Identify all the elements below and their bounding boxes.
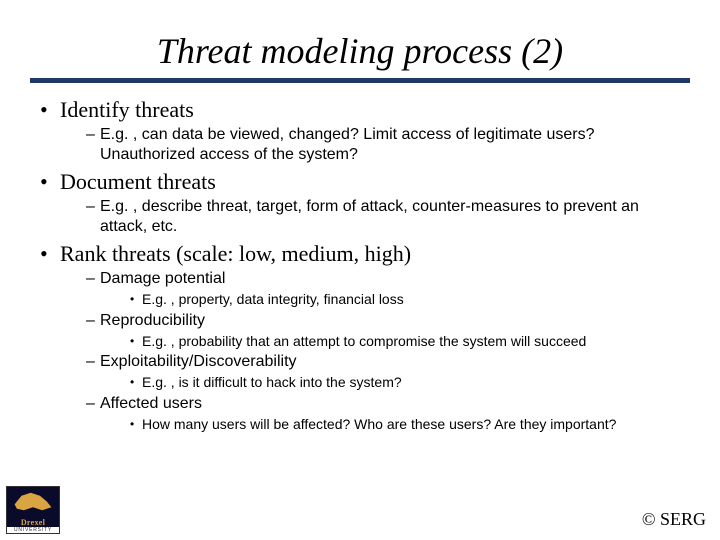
slide-container: Threat modeling process (2) Identify thr… <box>0 0 720 540</box>
subsub-exploit-eg: E.g. , is it difficult to hack into the … <box>130 374 690 392</box>
sub-damage-potential: Damage potential <box>86 269 690 289</box>
subsub-damage-eg: E.g. , property, data integrity, financi… <box>130 291 690 309</box>
content-area: Identify threats E.g. , can data be view… <box>30 97 690 433</box>
subsub-affected-eg: How many users will be affected? Who are… <box>130 416 690 434</box>
sub-affected-users: Affected users <box>86 394 690 414</box>
sub-reproducibility: Reproducibility <box>86 311 690 331</box>
bullet-document-threats: Document threats <box>40 169 690 195</box>
footer-copyright: © SERG <box>642 509 706 530</box>
slide-title: Threat modeling process (2) <box>30 30 690 72</box>
dragon-icon <box>10 487 56 516</box>
sub-identify-eg: E.g. , can data be viewed, changed? Limi… <box>86 125 690 165</box>
drexel-logo: Drexel UNIVERSITY <box>6 486 60 534</box>
sub-exploitability: Exploitability/Discoverability <box>86 352 690 372</box>
logo-university: UNIVERSITY <box>7 527 59 533</box>
subsub-repro-eg: E.g. , probability that an attempt to co… <box>130 333 690 351</box>
sub-document-eg: E.g. , describe threat, target, form of … <box>86 197 690 237</box>
bullet-identify-threats: Identify threats <box>40 97 690 123</box>
logo-name: Drexel <box>21 518 45 527</box>
title-underline <box>30 78 690 83</box>
bullet-rank-threats: Rank threats (scale: low, medium, high) <box>40 241 690 267</box>
